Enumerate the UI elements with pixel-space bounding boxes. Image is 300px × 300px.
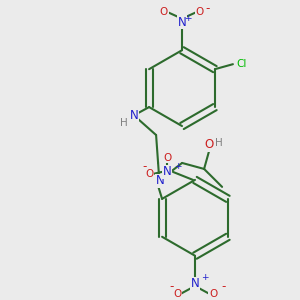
Text: -: - [206, 2, 210, 15]
Text: N: N [156, 174, 164, 188]
Text: +: + [184, 14, 192, 23]
Text: N: N [163, 165, 171, 178]
Text: H: H [215, 138, 223, 148]
Text: Cl: Cl [237, 59, 247, 69]
Text: O: O [160, 7, 168, 17]
Text: +: + [201, 273, 208, 282]
Text: O: O [173, 289, 181, 298]
Text: H: H [120, 118, 128, 128]
Text: -: - [142, 160, 146, 173]
Text: N: N [178, 16, 186, 29]
Text: O: O [209, 289, 217, 298]
Text: O: O [145, 169, 153, 179]
Text: O: O [196, 7, 204, 17]
Text: -: - [169, 280, 173, 292]
Text: O: O [163, 153, 171, 163]
Text: N: N [130, 109, 139, 122]
Text: N: N [190, 277, 200, 290]
Text: +: + [174, 162, 182, 171]
Text: -: - [221, 280, 225, 292]
Text: O: O [205, 139, 214, 152]
